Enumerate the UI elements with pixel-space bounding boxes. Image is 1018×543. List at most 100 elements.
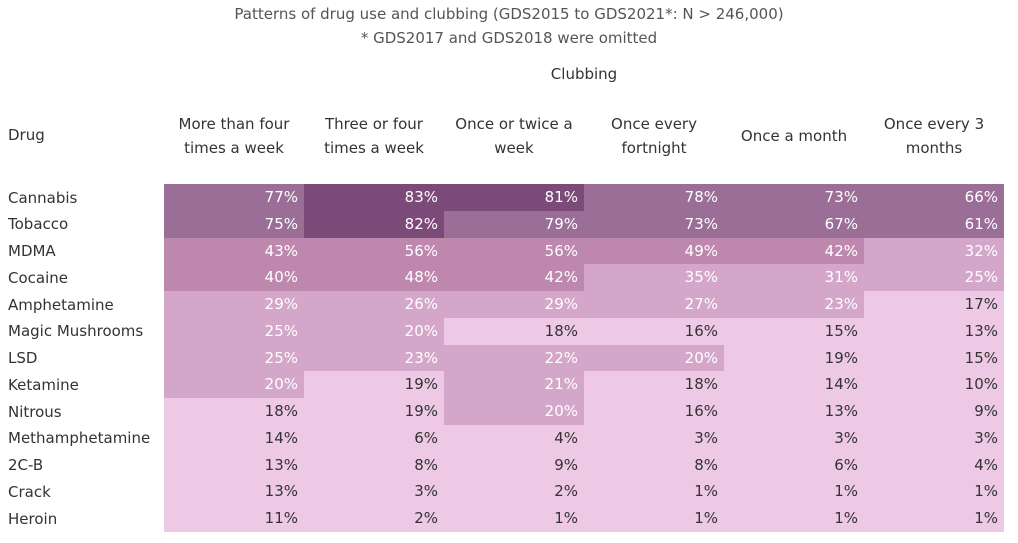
column-header-line: Once or twice a: [455, 115, 573, 133]
heatmap-cell: 13%: [864, 317, 1004, 345]
heatmap-cell: 43%: [164, 237, 304, 265]
column-header-line: months: [905, 139, 963, 157]
column-header-line: Three or four: [325, 115, 423, 133]
heatmap-cell: 1%: [864, 505, 1004, 532]
heatmap-cell: 26%: [304, 291, 444, 318]
drug-label: Amphetamine: [8, 295, 114, 314]
heatmap-cell: 20%: [304, 317, 444, 345]
heatmap-cell: 16%: [584, 317, 724, 345]
drug-label: Methamphetamine: [8, 429, 151, 448]
heatmap-cell: 9%: [444, 451, 584, 479]
column-header-6: Once every 3 months: [864, 112, 1004, 160]
heatmap-cell: 1%: [584, 478, 724, 506]
drug-label: Cocaine: [8, 268, 68, 287]
drug-label: 2C-B: [8, 456, 44, 474]
heatmap-cell: 2%: [304, 505, 444, 532]
heatmap-cell: 14%: [724, 371, 864, 399]
heatmap-cell: 78%: [584, 184, 724, 211]
column-group-label: Clubbing: [550, 65, 618, 83]
heatmap-cell: 1%: [724, 478, 864, 506]
heatmap-cell: 25%: [164, 317, 304, 345]
heatmap-cell: 61%: [864, 210, 1004, 238]
heatmap-cell: 21%: [444, 371, 584, 399]
column-header-line: fortnight: [621, 139, 687, 157]
heatmap-cell: 25%: [864, 264, 1004, 292]
column-header-line: times a week: [324, 139, 424, 157]
drug-label: MDMA: [8, 242, 56, 260]
heatmap-cell: 3%: [584, 424, 724, 452]
heatmap-cell: 82%: [304, 210, 444, 238]
heatmap-cell: 25%: [164, 344, 304, 372]
chart-subtitle: * GDS2017 and GDS2018 were omitted: [360, 29, 658, 47]
heatmap-cell: 79%: [444, 210, 584, 238]
heatmap-cell: 29%: [444, 291, 584, 318]
heatmap-cell: 14%: [164, 424, 304, 452]
row-header-drug: Drug: [8, 126, 45, 144]
heatmap-cell: 29%: [164, 291, 304, 318]
heatmap-cell: 40%: [164, 264, 304, 292]
heatmap-cell: 15%: [724, 317, 864, 345]
heatmap-cell: 8%: [584, 451, 724, 479]
drug-label: Ketamine: [8, 375, 79, 394]
column-header-3: Once or twice a week: [444, 112, 584, 160]
heatmap-cell: 35%: [584, 264, 724, 292]
heatmap-cell: 23%: [304, 344, 444, 372]
heatmap-cell: 22%: [444, 344, 584, 372]
heatmap-cell: 20%: [444, 398, 584, 425]
heatmap-cell: 6%: [724, 451, 864, 479]
heatmap-cell: 3%: [724, 424, 864, 452]
heatmap-cell: 16%: [584, 398, 724, 425]
heatmap-cell: 67%: [724, 210, 864, 238]
heatmap-cell: 49%: [584, 237, 724, 265]
column-header-5: Once a month: [724, 112, 864, 160]
heatmap-cell: 10%: [864, 371, 1004, 399]
column-header-2: Three or four times a week: [304, 112, 444, 160]
heatmap-cell: 31%: [724, 264, 864, 292]
column-header-line: times a week: [184, 139, 284, 157]
heatmap-cell: 3%: [304, 478, 444, 506]
heatmap-cell: 42%: [444, 264, 584, 292]
heatmap-cell: 42%: [724, 237, 864, 265]
heatmap-cell: 48%: [304, 264, 444, 292]
heatmap-cell: 18%: [584, 371, 724, 399]
heatmap-cell: 18%: [444, 317, 584, 345]
heatmap-cell: 11%: [164, 505, 304, 532]
heatmap-cell: 23%: [724, 291, 864, 318]
column-header-line: week: [494, 139, 534, 157]
heatmap-cell: 4%: [864, 451, 1004, 479]
column-header-line: Once a month: [740, 127, 848, 145]
heatmap-cell: 32%: [864, 237, 1004, 265]
heatmap-cell: 1%: [444, 505, 584, 532]
heatmap-cell: 9%: [864, 398, 1004, 425]
heatmap-cell: 1%: [584, 505, 724, 532]
heatmap-cell: 15%: [864, 344, 1004, 372]
heatmap-cell: 27%: [584, 291, 724, 318]
heatmap-cell: 81%: [444, 184, 584, 211]
column-header-line: Once every 3: [883, 115, 985, 133]
heatmap-cell: 8%: [304, 451, 444, 479]
heatmap-cell: 20%: [584, 344, 724, 372]
heatmap-cell: 19%: [724, 344, 864, 372]
heatmap-cell: 1%: [864, 478, 1004, 506]
heatmap-cell: 56%: [304, 237, 444, 265]
heatmap-cell: 17%: [864, 291, 1004, 318]
heatmap-cell: 73%: [724, 184, 864, 211]
column-header-4: Once every fortnight: [584, 112, 724, 160]
drug-label: Cannabis: [8, 188, 78, 207]
drug-label: Crack: [8, 482, 51, 501]
column-header-line: Once every: [611, 115, 697, 133]
heatmap-cell: 6%: [304, 424, 444, 452]
column-header-1: More than four times a week: [164, 112, 304, 160]
heatmap-cell: 77%: [164, 184, 304, 211]
heatmap-cell: 83%: [304, 184, 444, 211]
heatmap-cell: 18%: [164, 398, 304, 425]
heatmap-cell: 66%: [864, 184, 1004, 211]
heatmap-cell: 19%: [304, 371, 444, 399]
heatmap-cell: 19%: [304, 398, 444, 425]
heatmap-cell: 20%: [164, 371, 304, 399]
drug-label: Heroin: [8, 509, 58, 528]
heatmap-cell: 2%: [444, 478, 584, 506]
heatmap-cell: 73%: [584, 210, 724, 238]
heatmap-cell: 56%: [444, 237, 584, 265]
chart-title: Patterns of drug use and clubbing (GDS20…: [234, 5, 784, 23]
